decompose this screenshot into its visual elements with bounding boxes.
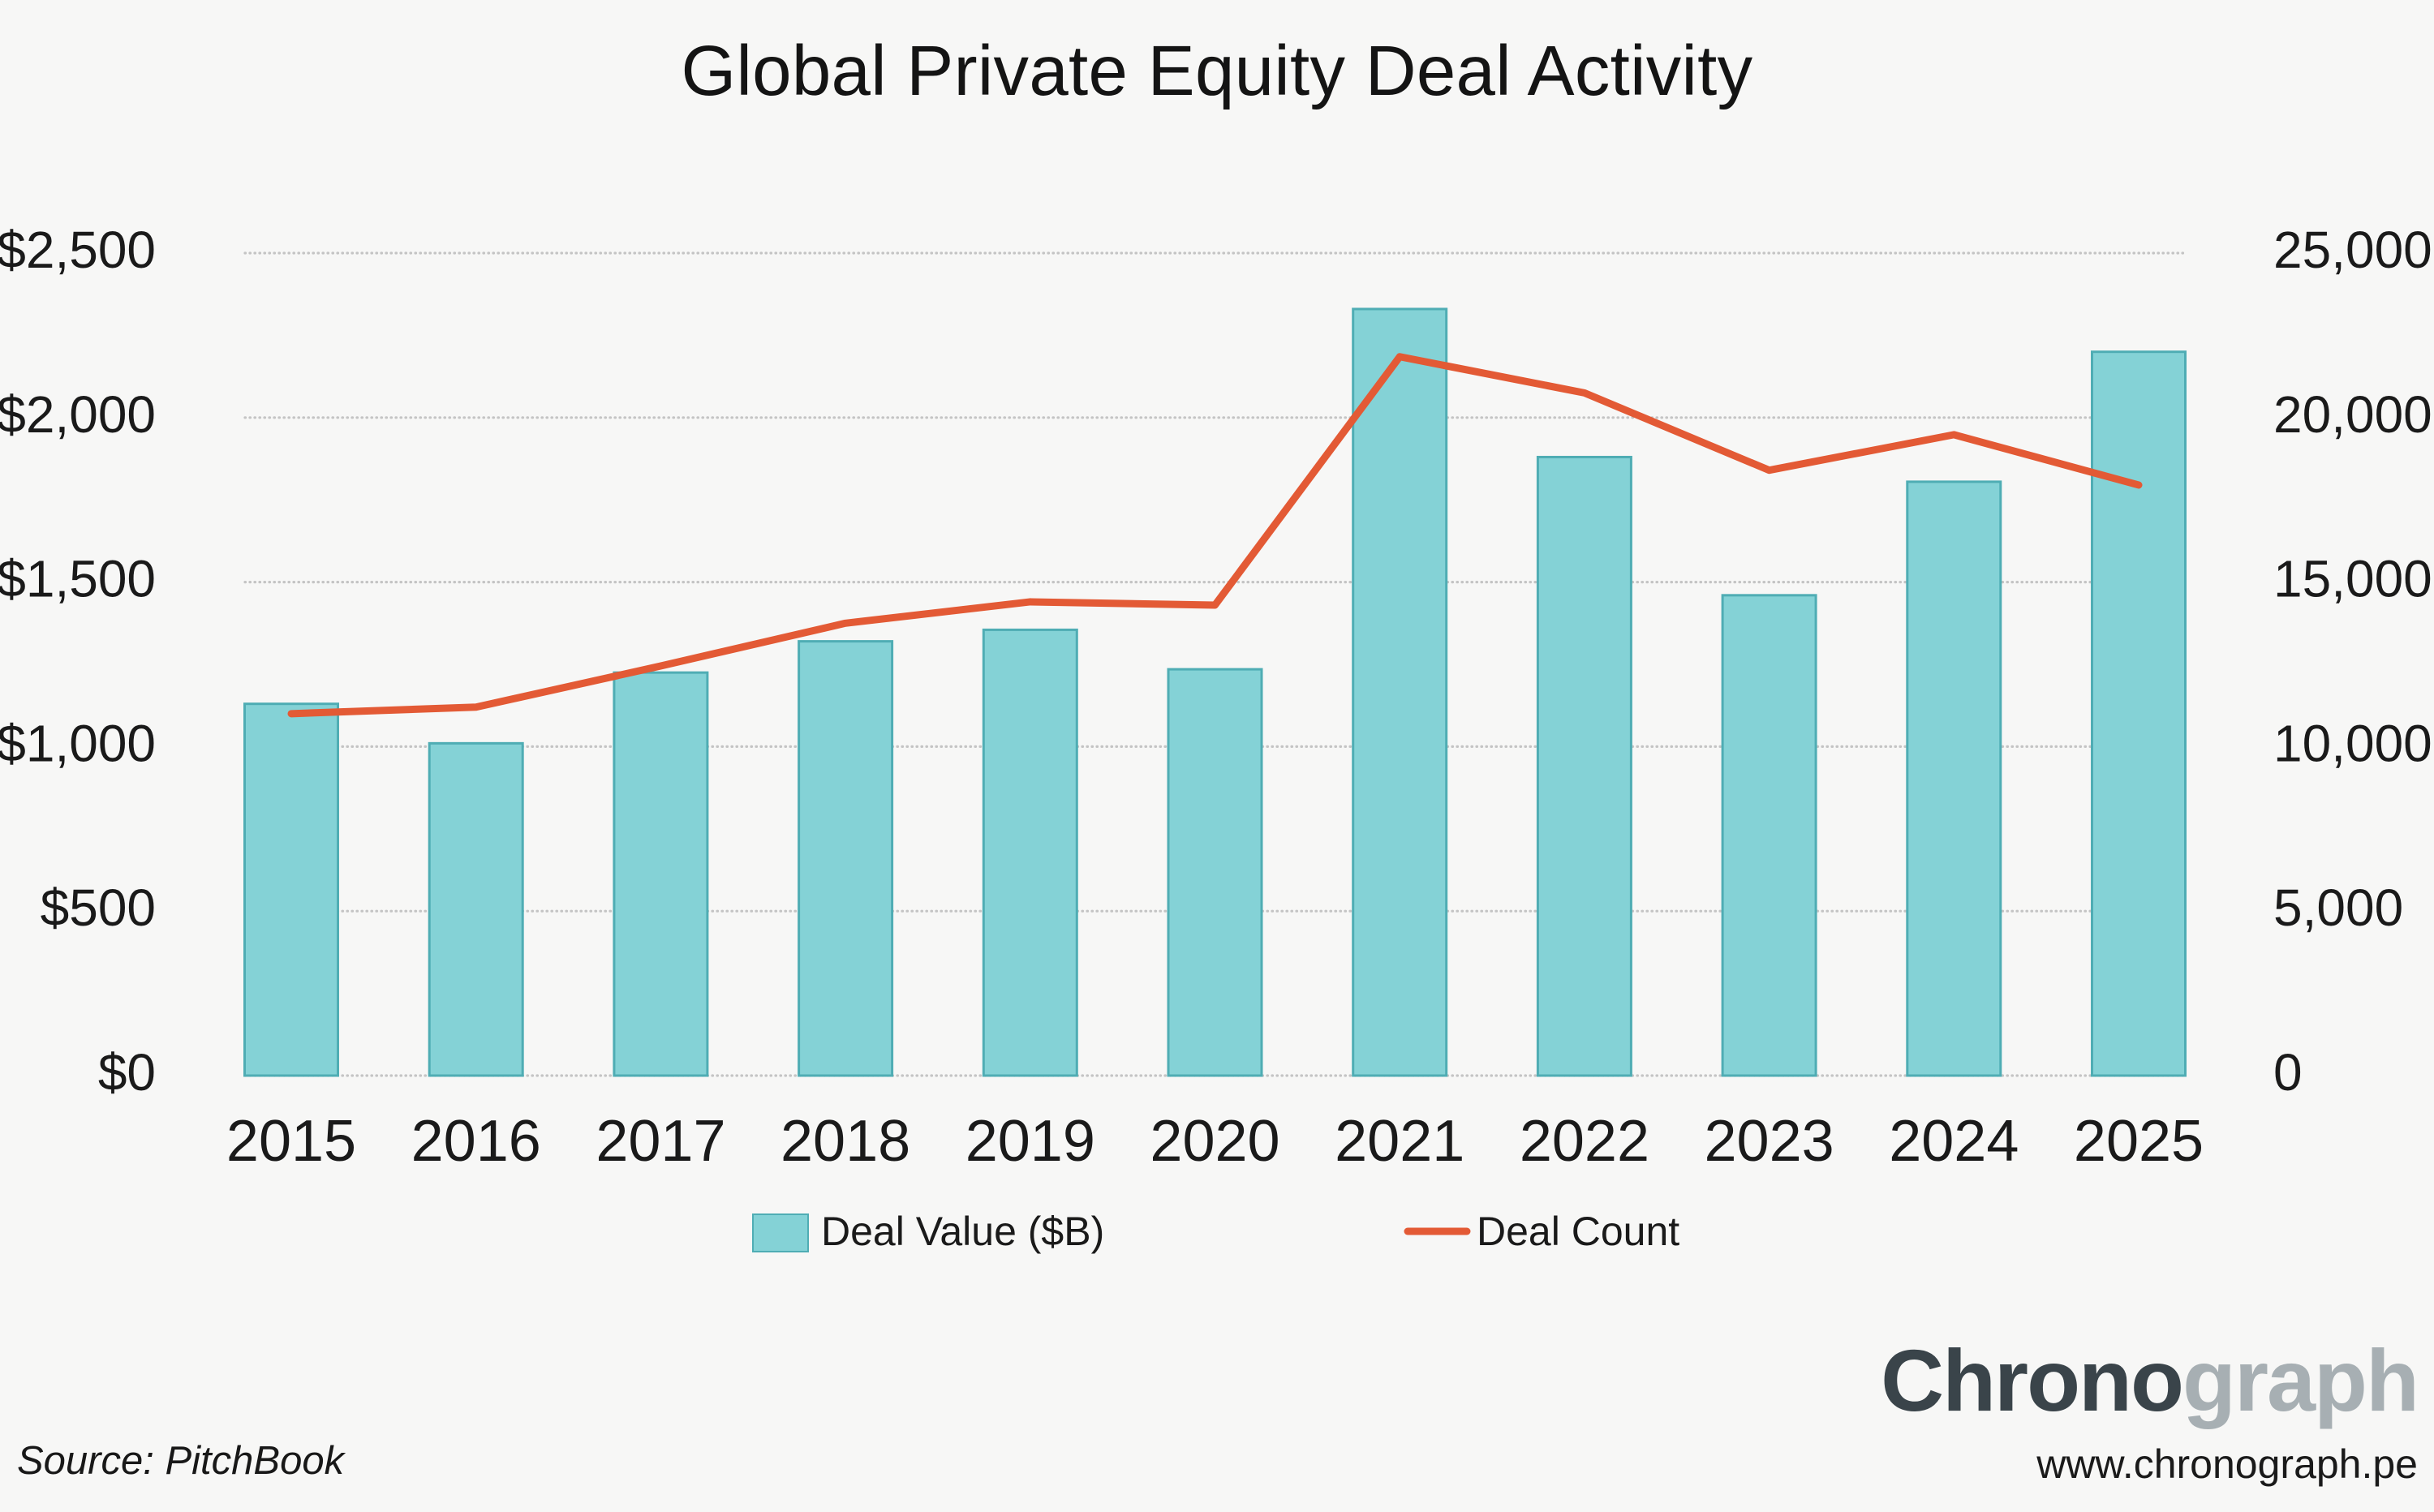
svg-text:$1,000: $1,000: [0, 714, 156, 772]
svg-text:5,000: 5,000: [2273, 878, 2403, 937]
svg-text:2016: 2016: [411, 1109, 541, 1174]
svg-text:2019: 2019: [965, 1109, 1095, 1174]
svg-text:2024: 2024: [1889, 1109, 2019, 1174]
svg-text:$2,000: $2,000: [0, 385, 156, 444]
svg-text:2020: 2020: [1150, 1109, 1279, 1174]
svg-text:$1,500: $1,500: [0, 550, 156, 608]
svg-text:2015: 2015: [226, 1109, 356, 1174]
svg-text:25,000: 25,000: [2273, 221, 2432, 279]
svg-text:2023: 2023: [1705, 1109, 1834, 1174]
svg-text:2021: 2021: [1335, 1109, 1464, 1174]
svg-text:2018: 2018: [781, 1109, 910, 1174]
svg-text:2022: 2022: [1520, 1109, 1649, 1174]
svg-text:20,000: 20,000: [2273, 385, 2432, 444]
svg-text:$0: $0: [98, 1043, 156, 1102]
svg-text:$2,500: $2,500: [0, 221, 156, 279]
svg-text:15,000: 15,000: [2273, 550, 2432, 608]
svg-text:0: 0: [2273, 1043, 2303, 1102]
svg-text:2025: 2025: [2074, 1109, 2204, 1174]
svg-text:10,000: 10,000: [2273, 714, 2432, 772]
svg-text:Deal Value ($B): Deal Value ($B): [821, 1209, 1104, 1254]
svg-text:$500: $500: [41, 878, 156, 937]
svg-text:2017: 2017: [596, 1109, 725, 1174]
svg-text:Deal Count: Deal Count: [1477, 1209, 1679, 1254]
